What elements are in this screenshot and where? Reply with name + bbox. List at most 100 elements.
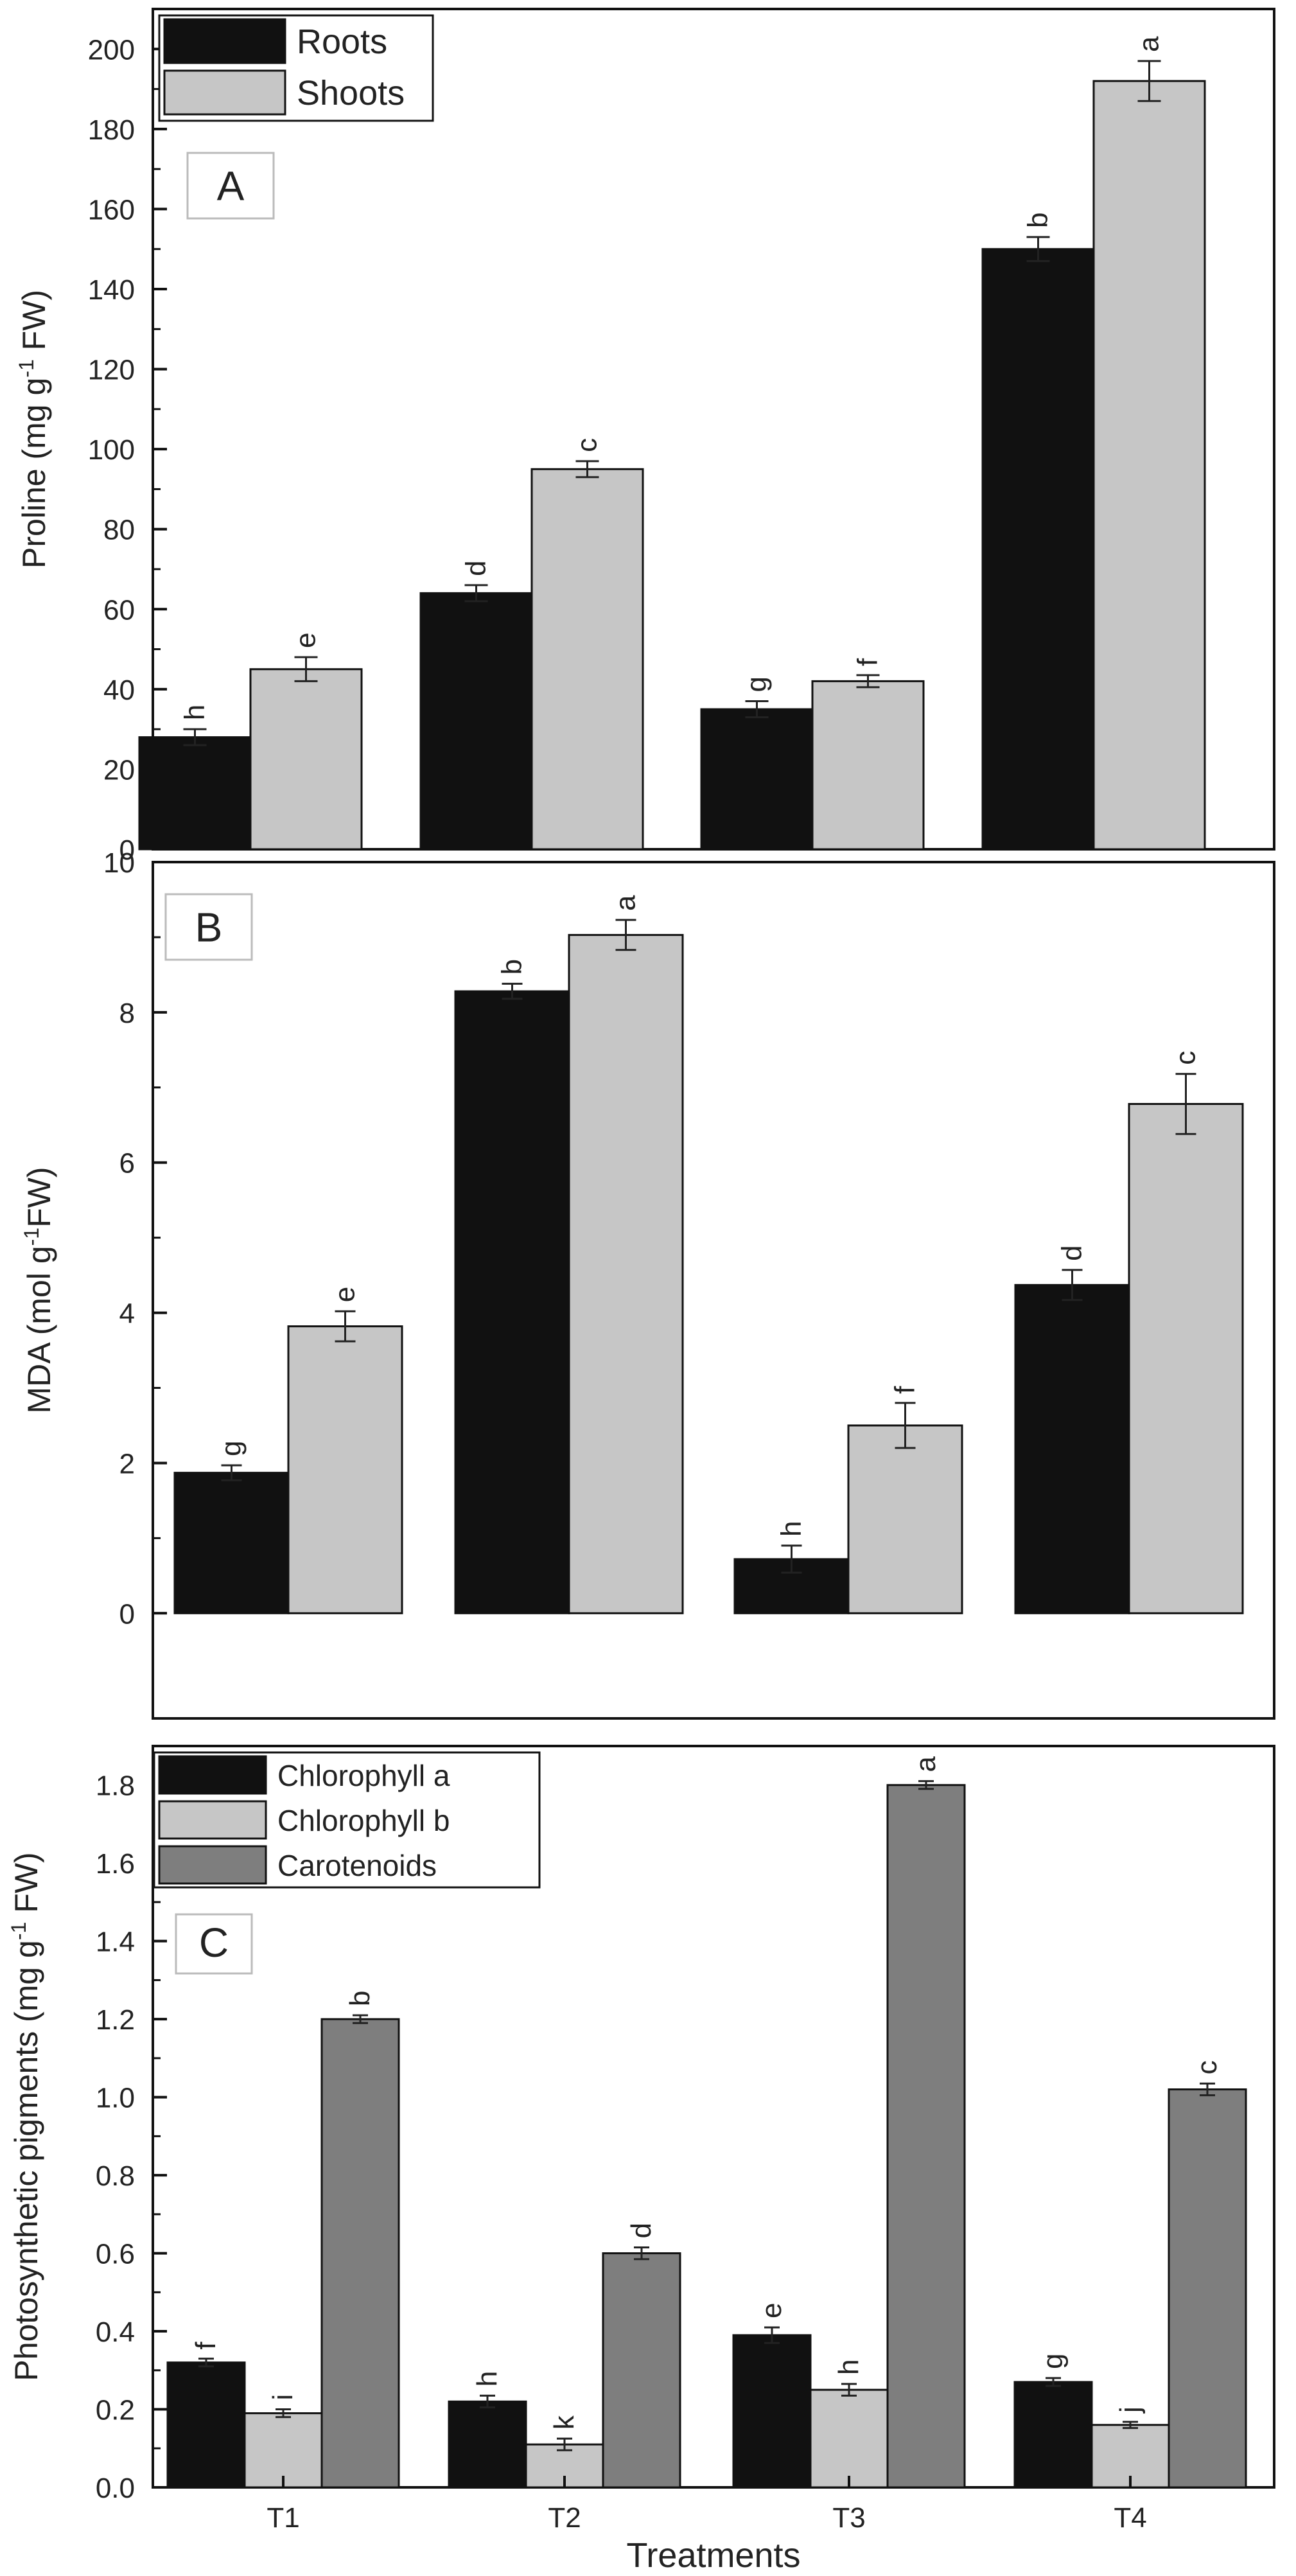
significance-letter: c [1170, 1051, 1202, 1065]
plot-frame [152, 861, 1275, 1720]
y-tick-label: 60 [103, 594, 135, 626]
y-axis-label: MDA (mol g-1FW) [20, 1167, 57, 1413]
significance-letter: k [548, 2415, 580, 2430]
y-tick-label: 0.4 [96, 2316, 135, 2348]
significance-letter: f [852, 658, 884, 666]
y-tick-label: 4 [119, 1298, 135, 1330]
significance-letter: b [344, 1991, 376, 2006]
chart-panel-b: 0 2 4 6 8 10 MDA (mol g-1FW) g b h d e a f c B [20, 786, 1275, 1720]
significance-letter: e [329, 1287, 361, 1302]
significance-letter: h [833, 2360, 864, 2375]
bar [568, 933, 684, 1614]
significance-letter: f [889, 1386, 921, 1394]
legend: Roots Shoots [158, 14, 434, 122]
y-tick-label: 0.2 [96, 2395, 135, 2426]
legend-swatch [158, 1800, 267, 1840]
bar [700, 708, 814, 851]
legend-label: Roots [297, 22, 387, 61]
bar [732, 2334, 812, 2489]
bar [454, 990, 570, 1614]
bar [1168, 2088, 1247, 2489]
legend-label: Chlorophyll b [277, 1804, 450, 1837]
x-tick-label: T4 [1114, 2502, 1146, 2534]
y-tick-label: 100 [88, 434, 135, 466]
y-tick-label: 80 [103, 515, 135, 546]
significance-letter: i [267, 2394, 299, 2401]
y-tick-label: 180 [88, 114, 135, 146]
y-tick-label: 6 [119, 1148, 135, 1179]
panel-label: A [217, 163, 245, 209]
x-tick-label: T3 [832, 2502, 865, 2534]
y-tick-label: 20 [103, 754, 135, 786]
y-tick-label: 1.6 [96, 1848, 135, 1880]
significance-letter: d [1056, 1245, 1088, 1260]
significance-letter: g [216, 1440, 247, 1456]
x-tick-label: T2 [548, 2502, 581, 2534]
significance-letter: h [776, 1521, 807, 1537]
significance-letter: b [1022, 213, 1054, 228]
significance-letter: h [179, 705, 211, 720]
y-axis-label: Proline (mg g-1 FW) [15, 290, 52, 569]
panel-label-box [164, 893, 253, 961]
y-tick-label: 0.8 [96, 2160, 135, 2192]
y-tick-label: 1.2 [96, 2004, 135, 2036]
significance-letter: j [1114, 2406, 1146, 2414]
y-tick-label: 0 [119, 834, 135, 866]
bar [847, 1424, 963, 1614]
bar [809, 2388, 889, 2489]
chart-panel-c: 0.0 0.2 0.4 0.6 0.8 1.0 1.2 1.4 1.6 1.8 Photosynth… [7, 1745, 1275, 2575]
legend-swatch [163, 69, 286, 116]
panel-label: B [195, 904, 223, 950]
y-tick-label: 200 [88, 34, 135, 66]
y-tick-label: 160 [88, 194, 135, 225]
panel-label-box [186, 152, 275, 220]
bar [886, 1784, 966, 2489]
significance-letter: a [1134, 36, 1165, 52]
significance-letter: c [572, 438, 603, 452]
significance-letter: g [741, 676, 773, 692]
legend: Chlorophyll a Chlorophyll b Carotenoids [153, 1751, 541, 1889]
y-tick-label: 1.8 [96, 1770, 135, 1802]
legend-label: Carotenoids [277, 1849, 437, 1882]
bar [602, 2252, 681, 2489]
significance-letter: a [610, 895, 642, 911]
chart-panel-a: 0 20 40 60 80 100 120 140 160 180 200 Proline (mg g… [15, 8, 1275, 866]
x-tick-label: T1 [267, 2502, 299, 2534]
significance-letter: e [756, 2302, 787, 2318]
x-axis-label: Treatments [626, 2536, 800, 2575]
panel-label-box [175, 1913, 253, 1975]
significance-letter: b [496, 959, 528, 975]
y-tick-label: 2 [119, 1448, 135, 1479]
y-tick-label: 140 [88, 274, 135, 306]
y-tick-label: 1.4 [96, 1927, 135, 1958]
significance-letter: d [626, 2223, 657, 2238]
bar [138, 736, 252, 851]
y-tick-label: 0.0 [96, 2473, 135, 2504]
bar [249, 668, 363, 851]
bar [1013, 2381, 1093, 2489]
bar [811, 680, 925, 851]
legend-label: Shoots [297, 74, 405, 112]
bar [1128, 1103, 1244, 1614]
significance-letter: d [460, 560, 492, 576]
y-tick-label: 10 [103, 847, 135, 879]
significance-letter: e [290, 633, 322, 648]
bar [419, 592, 533, 851]
significance-letter: c [1191, 2060, 1223, 2074]
y-tick-label: 40 [103, 675, 135, 706]
bar [530, 468, 644, 851]
y-axis-label: Photosynthetic pigments (mg g-1 FW) [7, 1852, 44, 2381]
significance-letter: f [190, 2342, 222, 2350]
significance-letter: g [1037, 2353, 1069, 2369]
y-tick-label: 120 [88, 355, 135, 386]
legend-swatch [158, 1755, 267, 1795]
bar [981, 248, 1095, 851]
bar [173, 1472, 290, 1614]
legend-swatch [163, 18, 286, 64]
plot-frame [152, 1745, 1275, 2489]
bar [287, 1325, 403, 1614]
y-tick-label: 8 [119, 998, 135, 1029]
y-tick-label: 0.6 [96, 2239, 135, 2270]
y-tick-label: 0 [119, 1598, 135, 1630]
